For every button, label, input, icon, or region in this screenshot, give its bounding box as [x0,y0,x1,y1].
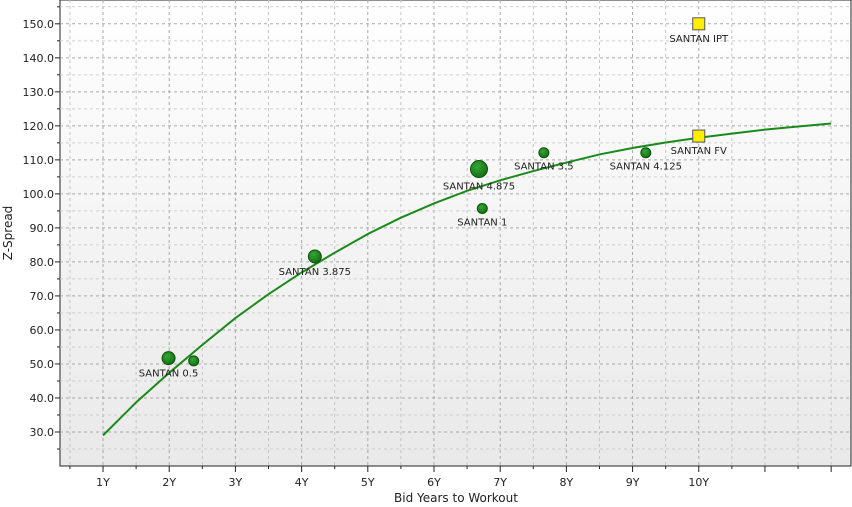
bond-point[interactable] [538,147,550,159]
x-tick-label: 8Y [560,476,574,489]
y-tick-label: 100.0 [23,188,55,201]
bond-label: SANTAN 4.875 [443,182,515,193]
new-issue-label: SANTAN FV [671,146,727,157]
bond-label: SANTAN 3.875 [279,267,351,278]
new-issue-point[interactable] [692,17,706,31]
fitted-curve [102,122,832,437]
new-issue-label: SANTAN IPT [669,34,729,45]
x-tick-label: 7Y [493,476,507,489]
x-tick-label: 10Y [688,476,709,489]
y-tick-label: 30.0 [30,426,55,439]
y-tick-label: 150.0 [23,18,55,31]
fitted-curve-line [102,122,832,437]
point-labels: SANTAN 0.5 SANTAN 3.875 SANTAN 4.875 SANTAN… [139,34,729,380]
bond-point[interactable] [476,203,488,215]
y-tick-label: 120.0 [23,120,55,133]
y-tick-label: 60.0 [30,324,55,337]
new-issue-point[interactable] [692,129,706,143]
x-tick-label: 4Y [295,476,309,489]
bond-label: SANTAN 1 [457,218,507,229]
x-tick-label: 6Y [427,476,441,489]
bond-point[interactable] [640,147,652,159]
x-tick-label: 9Y [626,476,640,489]
x-tick-label: 5Y [361,476,375,489]
bond-point[interactable] [307,249,322,264]
y-tick-label: 110.0 [23,154,55,167]
y-tick-label: 70.0 [30,290,55,303]
x-tick-label: 1Y [96,476,110,489]
x-axis-title: Bid Years to Workout [394,491,518,505]
y-tick-label: 50.0 [30,358,55,371]
x-tick-label: 3Y [229,476,243,489]
bond-label: SANTAN 3.5 [514,162,574,173]
bond-point[interactable] [469,160,488,179]
y-tick-label: 40.0 [30,392,55,405]
bond-label: SANTAN 4.125 [610,162,682,173]
bond-point[interactable] [188,355,200,367]
bond-point[interactable] [161,351,176,366]
axes: 30.0 40.0 50.0 60.0 70.0 80.0 90.0 100.0 110.0 12… [23,6,832,489]
y-tick-label: 130.0 [23,86,55,99]
bond-label: SANTAN 0.5 [139,369,199,380]
y-tick-label: 140.0 [23,52,55,65]
y-tick-label: 90.0 [30,222,55,235]
bond-points [161,17,706,367]
plot-area [59,0,852,467]
y-axis-title: Z-Spread [1,206,15,261]
y-tick-label: 80.0 [30,256,55,269]
x-tick-label: 2Y [162,476,176,489]
